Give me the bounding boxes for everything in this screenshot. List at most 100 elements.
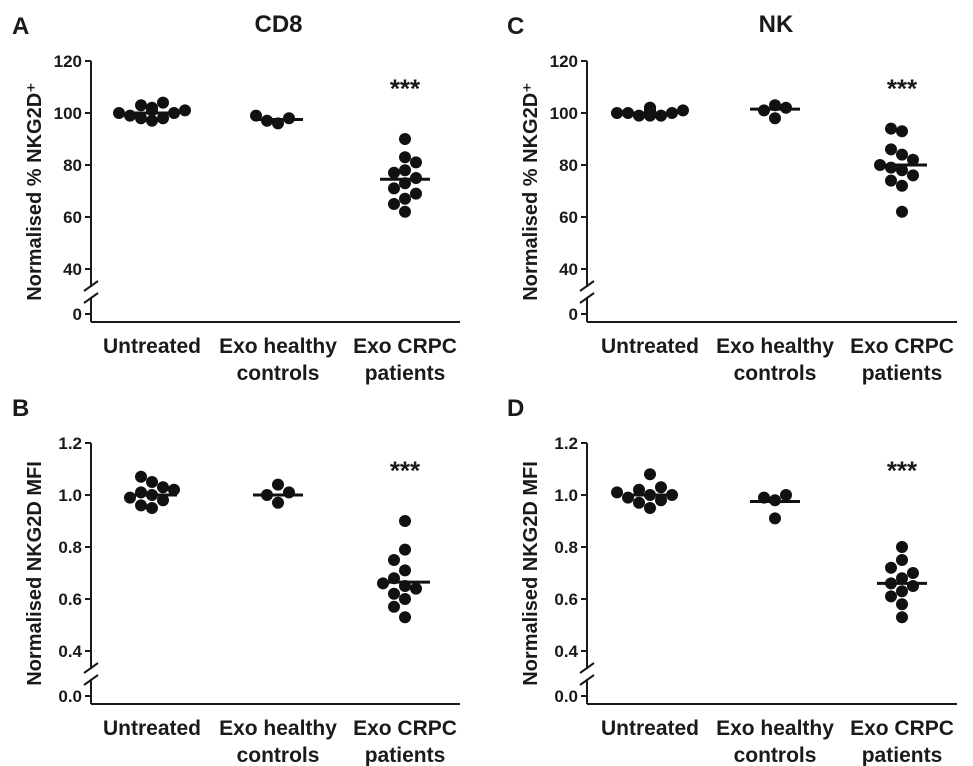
data-point <box>907 580 919 592</box>
data-point <box>399 192 411 205</box>
y-tick-label: 0.0 <box>554 687 578 706</box>
data-point <box>410 187 422 200</box>
x-tick-label-line2: patients <box>862 362 943 385</box>
data-point <box>644 502 656 514</box>
chart-title: CD8 <box>254 11 302 38</box>
data-point <box>907 567 919 579</box>
axis-break-mark <box>83 662 99 674</box>
data-point <box>896 554 908 566</box>
data-point <box>388 587 400 600</box>
data-point <box>622 491 634 504</box>
data-point <box>896 164 908 177</box>
data-point <box>272 478 284 491</box>
data-point <box>896 125 908 138</box>
data-point <box>885 590 897 603</box>
data-point <box>157 96 169 109</box>
y-tick-label: 120 <box>54 52 82 71</box>
data-point <box>896 572 908 585</box>
data-point <box>644 468 656 481</box>
data-point <box>168 483 180 496</box>
data-point <box>157 494 169 507</box>
axis-break-mark <box>579 662 595 674</box>
significance-marker: *** <box>887 455 918 485</box>
y-tick-label: 1.0 <box>554 486 578 505</box>
axis-break-mark <box>83 674 99 686</box>
data-point <box>655 481 667 494</box>
axis-break-mark <box>579 292 595 304</box>
y-tick-label: 0.8 <box>554 538 578 557</box>
data-point <box>769 512 781 525</box>
x-tick-label: Untreated <box>103 335 201 358</box>
data-point <box>896 598 908 611</box>
data-point <box>769 112 781 125</box>
panel-d: D Normalised NKG2D MFI 0.0 0.4 0.6 0.8 1.0 1.2 U… <box>507 395 957 766</box>
y-axis-label: Normalised NKG2D MFI <box>24 461 46 685</box>
x-tick-label-line2: controls <box>237 744 320 766</box>
data-point <box>896 611 908 624</box>
data-point <box>124 491 136 504</box>
y-axis-label: Normalised % NKG2D⁺ <box>520 82 542 300</box>
data-point <box>896 179 908 192</box>
x-tick-label: Exo CRPC <box>850 335 954 358</box>
data-point <box>885 122 897 135</box>
panel-c: C NK Normalised % NKG2D⁺ 0 40 60 80 100 120 Untre… <box>507 11 957 385</box>
panel-letter: B <box>12 395 29 422</box>
panel-letter: D <box>507 395 524 422</box>
data-point <box>410 582 422 595</box>
data-point <box>146 101 158 114</box>
data-point <box>410 156 422 169</box>
x-tick-label: Exo healthy <box>219 717 337 740</box>
data-point <box>399 611 411 624</box>
axis-break-mark <box>579 280 595 292</box>
data-point <box>135 99 147 112</box>
data-point <box>655 494 667 507</box>
data-point <box>611 486 623 499</box>
data-point <box>399 133 411 145</box>
data-point <box>896 541 908 553</box>
data-point <box>885 143 897 156</box>
data-point <box>907 169 919 182</box>
x-tick-label: Exo healthy <box>716 335 834 358</box>
data-point <box>633 483 645 496</box>
panel-letter: C <box>507 13 524 40</box>
data-point <box>113 107 125 119</box>
data-point <box>388 198 400 210</box>
x-tick-label: Exo healthy <box>219 335 337 358</box>
data-point <box>135 470 147 483</box>
x-tick-label-line2: patients <box>365 744 446 766</box>
y-tick-label: 80 <box>63 156 82 175</box>
y-axis-label: Normalised % NKG2D⁺ <box>24 82 46 300</box>
data-point <box>388 182 400 195</box>
y-tick-label: 80 <box>559 156 578 175</box>
panel-letter: A <box>12 13 29 40</box>
data-point <box>157 112 169 125</box>
y-tick-label: 60 <box>63 208 82 227</box>
data-point <box>633 109 645 122</box>
data-point <box>399 151 411 164</box>
data-point <box>399 515 411 527</box>
x-tick-label-line2: controls <box>237 362 320 385</box>
x-tick-label-line2: controls <box>734 744 817 766</box>
x-tick-label-line2: controls <box>734 362 817 385</box>
data-point <box>896 205 908 218</box>
y-tick-label: 1.0 <box>58 486 82 505</box>
y-tick-label: 40 <box>63 260 82 279</box>
y-tick-label: 100 <box>550 104 578 123</box>
data-point <box>135 499 147 512</box>
data-point <box>399 593 411 605</box>
y-tick-label: 120 <box>550 52 578 71</box>
data-point <box>146 502 158 514</box>
data-point <box>399 205 411 218</box>
x-tick-label-line2: patients <box>862 744 943 766</box>
y-tick-label: 0.6 <box>554 590 578 609</box>
panel-a: A CD8 Normalised % NKG2D⁺ 0 40 60 80 100 120 Untr… <box>12 11 460 385</box>
data-point <box>655 109 667 122</box>
significance-marker: *** <box>390 455 421 485</box>
y-tick-label: 100 <box>54 104 82 123</box>
axis-break-mark <box>579 674 595 686</box>
axis-break-mark <box>83 292 99 304</box>
y-tick-label: 40 <box>559 260 578 279</box>
data-point <box>885 174 897 187</box>
x-tick-label: Exo healthy <box>716 717 834 740</box>
